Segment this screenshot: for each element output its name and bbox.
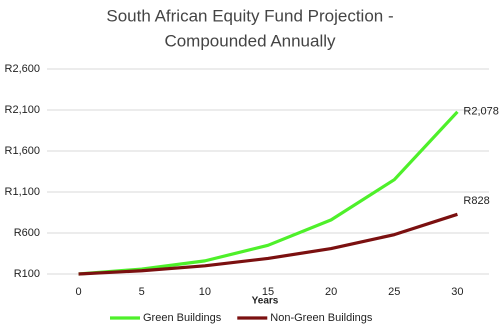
x-tick-label: 10 (199, 286, 211, 298)
y-tick-label: R1,100 (5, 186, 40, 198)
x-tick-label: 5 (139, 286, 145, 298)
chart-title: South African Equity Fund Projection - (106, 6, 393, 25)
y-tick-label: R1,600 (5, 145, 40, 157)
x-tick-label: 20 (325, 286, 337, 298)
y-tick-label: R2,100 (5, 104, 40, 116)
x-tick-label: 30 (451, 286, 463, 298)
chart-title: Compounded Annually (164, 31, 336, 50)
x-axis-title: Years (252, 296, 279, 307)
x-tick-label: 0 (76, 286, 82, 298)
y-tick-label: R2,600 (5, 63, 40, 75)
series-line (78, 110, 459, 276)
x-tick-label: 15 (262, 286, 274, 298)
x-tick-label: 25 (388, 286, 400, 298)
y-tick-label: R100 (14, 268, 40, 280)
data-label: R2,078 (463, 106, 498, 118)
y-tick-label: R600 (14, 227, 40, 239)
legend-label: Non-Green Buildings (270, 312, 373, 324)
legend-label: Green Buildings (143, 312, 222, 324)
series-line (78, 212, 458, 276)
data-label: R828 (463, 195, 489, 207)
